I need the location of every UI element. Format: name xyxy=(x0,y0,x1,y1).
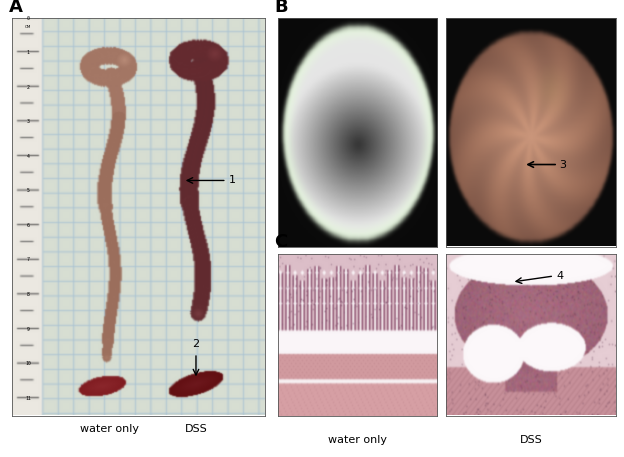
Text: 2: 2 xyxy=(26,85,29,90)
Text: B: B xyxy=(275,0,288,16)
Text: 0: 0 xyxy=(26,16,29,21)
Text: 1: 1 xyxy=(26,50,29,55)
Text: 8: 8 xyxy=(26,292,29,297)
Text: 1: 1 xyxy=(229,175,236,186)
Text: water only: water only xyxy=(80,424,139,434)
Text: 4: 4 xyxy=(557,271,563,281)
Text: A: A xyxy=(9,0,23,16)
Text: 9: 9 xyxy=(26,327,29,331)
Text: 11: 11 xyxy=(25,396,31,401)
Text: 2: 2 xyxy=(192,339,200,349)
Text: 3: 3 xyxy=(26,119,29,124)
Text: 5: 5 xyxy=(26,188,29,193)
Text: C: C xyxy=(275,234,288,251)
Text: water only: water only xyxy=(328,436,387,445)
Text: water only: water only xyxy=(328,270,387,280)
Text: 6: 6 xyxy=(26,223,29,228)
Text: 4: 4 xyxy=(26,154,29,159)
Text: DSS: DSS xyxy=(520,436,542,445)
Text: 3: 3 xyxy=(560,159,567,170)
Text: DSS: DSS xyxy=(520,270,542,280)
Text: 10: 10 xyxy=(25,361,31,366)
Text: DSS: DSS xyxy=(185,424,207,434)
Text: CM: CM xyxy=(25,25,31,29)
Text: 7: 7 xyxy=(26,257,29,262)
